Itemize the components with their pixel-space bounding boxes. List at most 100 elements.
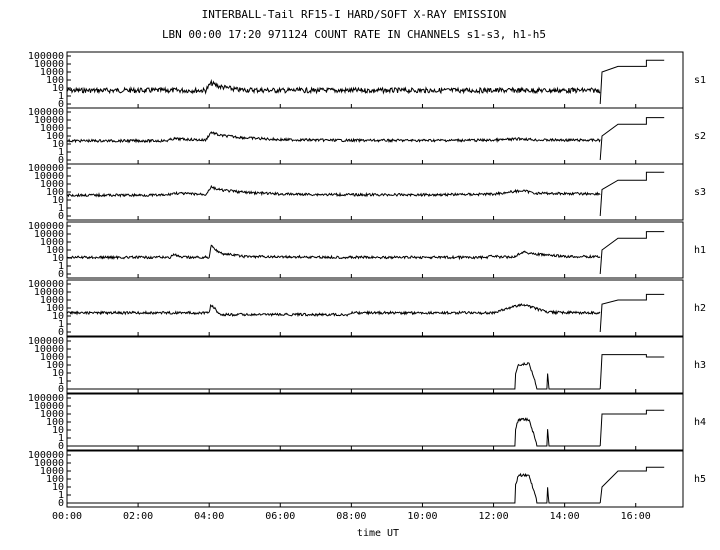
- series-line-s1: [66, 78, 601, 95]
- y-tick-label: 10000: [34, 401, 64, 412]
- series-step-h4: [599, 409, 665, 447]
- series-label-s3: s3: [694, 187, 706, 198]
- y-tick-label: 0: [58, 384, 64, 395]
- y-tick-label: 10000: [34, 59, 64, 70]
- y-tick-label: 0: [58, 211, 64, 222]
- y-tick-label: 10: [52, 253, 64, 264]
- x-tick-label: 16:00: [621, 511, 651, 522]
- y-tick-label: 100: [46, 303, 64, 314]
- chart-subtitle: LBN 00:00 17:20 971124 COUNT RATE IN CHA…: [162, 28, 546, 41]
- y-tick-label: 1: [58, 91, 64, 102]
- y-tick-label: 100000: [28, 51, 64, 62]
- series-label-h5: h5: [694, 474, 706, 485]
- x-axis: 00:00 02:00 04:00 06:00 08:00 10:00 12:00 14:00…: [52, 511, 651, 522]
- y-tick-label: 0: [58, 441, 64, 452]
- y-tick-label: 100: [46, 245, 64, 256]
- y-tick-label: 1000: [40, 352, 64, 363]
- y-tick-label: 10000: [34, 229, 64, 240]
- x-tick-label: 08:00: [336, 511, 366, 522]
- series-step-s1: [599, 59, 665, 105]
- y-tick-label: 100: [46, 360, 64, 371]
- series-line-h2: [66, 303, 601, 318]
- y-tick-label: 100000: [28, 163, 64, 174]
- series-line-s3: [67, 184, 601, 198]
- y-tick-label: 10: [52, 368, 64, 379]
- series-label-s2: s2: [694, 131, 706, 142]
- y-tick-label: 10000: [34, 344, 64, 355]
- panel-frame-h3: [66, 336, 684, 394]
- y-tick-label: 10: [52, 83, 64, 94]
- y-tick-label: 1000: [40, 466, 64, 477]
- series-line-h1: [66, 244, 601, 261]
- x-tick-label: 12:00: [478, 511, 508, 522]
- y-tick-label: 0: [58, 327, 64, 338]
- y-tick-label: 100000: [28, 393, 64, 404]
- x-tick-label: 14:00: [550, 511, 580, 522]
- y-tick-label: 1000: [40, 295, 64, 306]
- y-tick-label: 1000: [40, 123, 64, 134]
- y-tick-label: 100000: [28, 450, 64, 461]
- y-tick-label: 0: [58, 99, 64, 110]
- y-tick-label: 100000: [28, 221, 64, 232]
- y-tick-label: 10000: [34, 171, 64, 182]
- series-line-h5: [67, 472, 601, 504]
- series-line-h4: [67, 417, 601, 447]
- series-step-h5: [599, 466, 665, 504]
- y-tick-label: 10: [52, 139, 64, 150]
- panels-group: 1000001000010001001010s11000001000010001…: [28, 51, 706, 509]
- y-tick-label: 1000: [40, 67, 64, 78]
- series-step-h3: [599, 354, 665, 390]
- y-tick-label: 1000: [40, 409, 64, 420]
- x-tick-label: 04:00: [194, 511, 224, 522]
- panel-frame-s2: [66, 107, 684, 165]
- series-step-h2: [599, 293, 665, 333]
- panel-frame-h1: [66, 221, 684, 279]
- y-tick-label: 10: [52, 425, 64, 436]
- y-tick-label: 1: [58, 376, 64, 387]
- y-tick-label: 1000: [40, 179, 64, 190]
- y-tick-label: 10000: [34, 115, 64, 126]
- series-label-h1: h1: [694, 245, 706, 256]
- x-tick-label: 00:00: [52, 511, 82, 522]
- y-tick-label: 10: [52, 482, 64, 493]
- y-tick-label: 10000: [34, 287, 64, 298]
- y-tick-label: 0: [58, 269, 64, 280]
- series-label-s1: s1: [694, 75, 706, 86]
- y-tick-label: 0: [58, 155, 64, 166]
- series-line-h3: [67, 361, 601, 390]
- y-tick-label: 100000: [28, 107, 64, 118]
- y-tick-label: 1: [58, 261, 64, 272]
- y-tick-label: 100: [46, 417, 64, 428]
- series-label-h3: h3: [694, 360, 706, 371]
- chart-title: INTERBALL-Tail RF15-I HARD/SOFT X-RAY EM…: [202, 8, 507, 21]
- x-axis-label: time UT: [357, 528, 399, 539]
- panel-frame-s1: [66, 51, 684, 109]
- panel-frame-h4: [66, 393, 684, 451]
- x-tick-label: 02:00: [123, 511, 153, 522]
- y-tick-label: 10: [52, 311, 64, 322]
- series-label-h2: h2: [694, 303, 706, 314]
- panel-frame-h5: [66, 450, 684, 508]
- y-tick-label: 1: [58, 433, 64, 444]
- y-tick-label: 100: [46, 187, 64, 198]
- x-tick-label: 10:00: [407, 511, 437, 522]
- y-tick-label: 1000: [40, 237, 64, 248]
- y-tick-label: 1: [58, 147, 64, 158]
- y-tick-label: 10000: [34, 458, 64, 469]
- series-line-s2: [66, 131, 601, 144]
- y-tick-label: 100: [46, 131, 64, 142]
- series-step-h1: [599, 231, 665, 275]
- series-step-s2: [599, 117, 665, 161]
- y-tick-label: 100: [46, 474, 64, 485]
- y-tick-label: 100000: [28, 336, 64, 347]
- series-label-h4: h4: [694, 417, 706, 428]
- y-tick-label: 1: [58, 490, 64, 501]
- y-tick-label: 100000: [28, 279, 64, 290]
- series-step-s3: [599, 171, 665, 217]
